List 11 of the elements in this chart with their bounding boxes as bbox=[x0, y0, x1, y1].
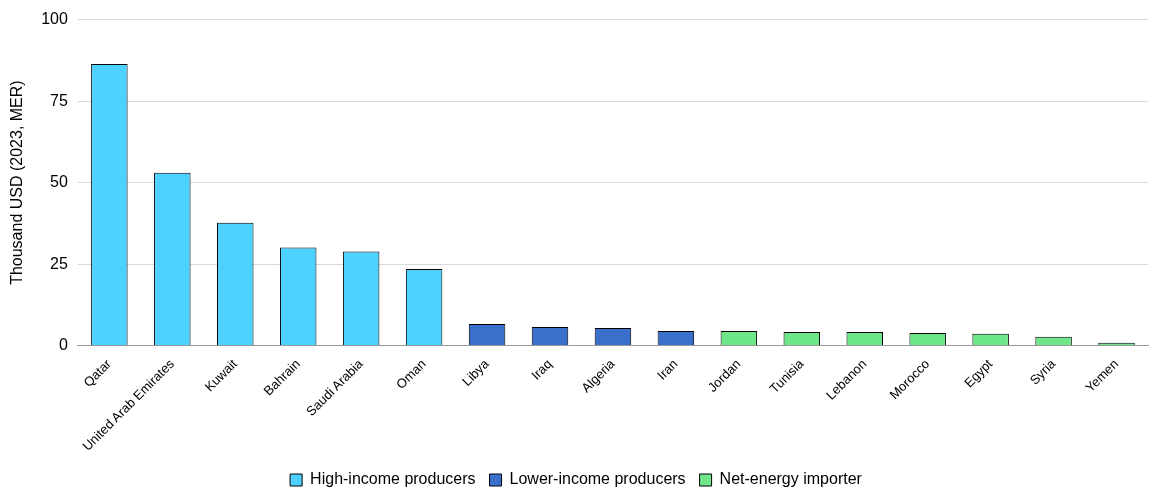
y-tick-label: 25 bbox=[50, 254, 68, 272]
y-tick-label: 100 bbox=[41, 10, 68, 28]
y-tick-label: 75 bbox=[50, 91, 68, 109]
y-tick-label: 50 bbox=[50, 173, 68, 191]
y-tick-label: 0 bbox=[58, 336, 68, 354]
legend-label: High-income producers bbox=[310, 470, 476, 488]
x-tick-label: Iraq bbox=[528, 356, 555, 383]
legend-label: Net-energy importer bbox=[719, 470, 863, 488]
legend-label: Lower-income producers bbox=[509, 470, 686, 488]
y-axis-title: Thousand USD (2023, MER) bbox=[8, 80, 26, 285]
x-tick-label: Iran bbox=[654, 356, 681, 383]
